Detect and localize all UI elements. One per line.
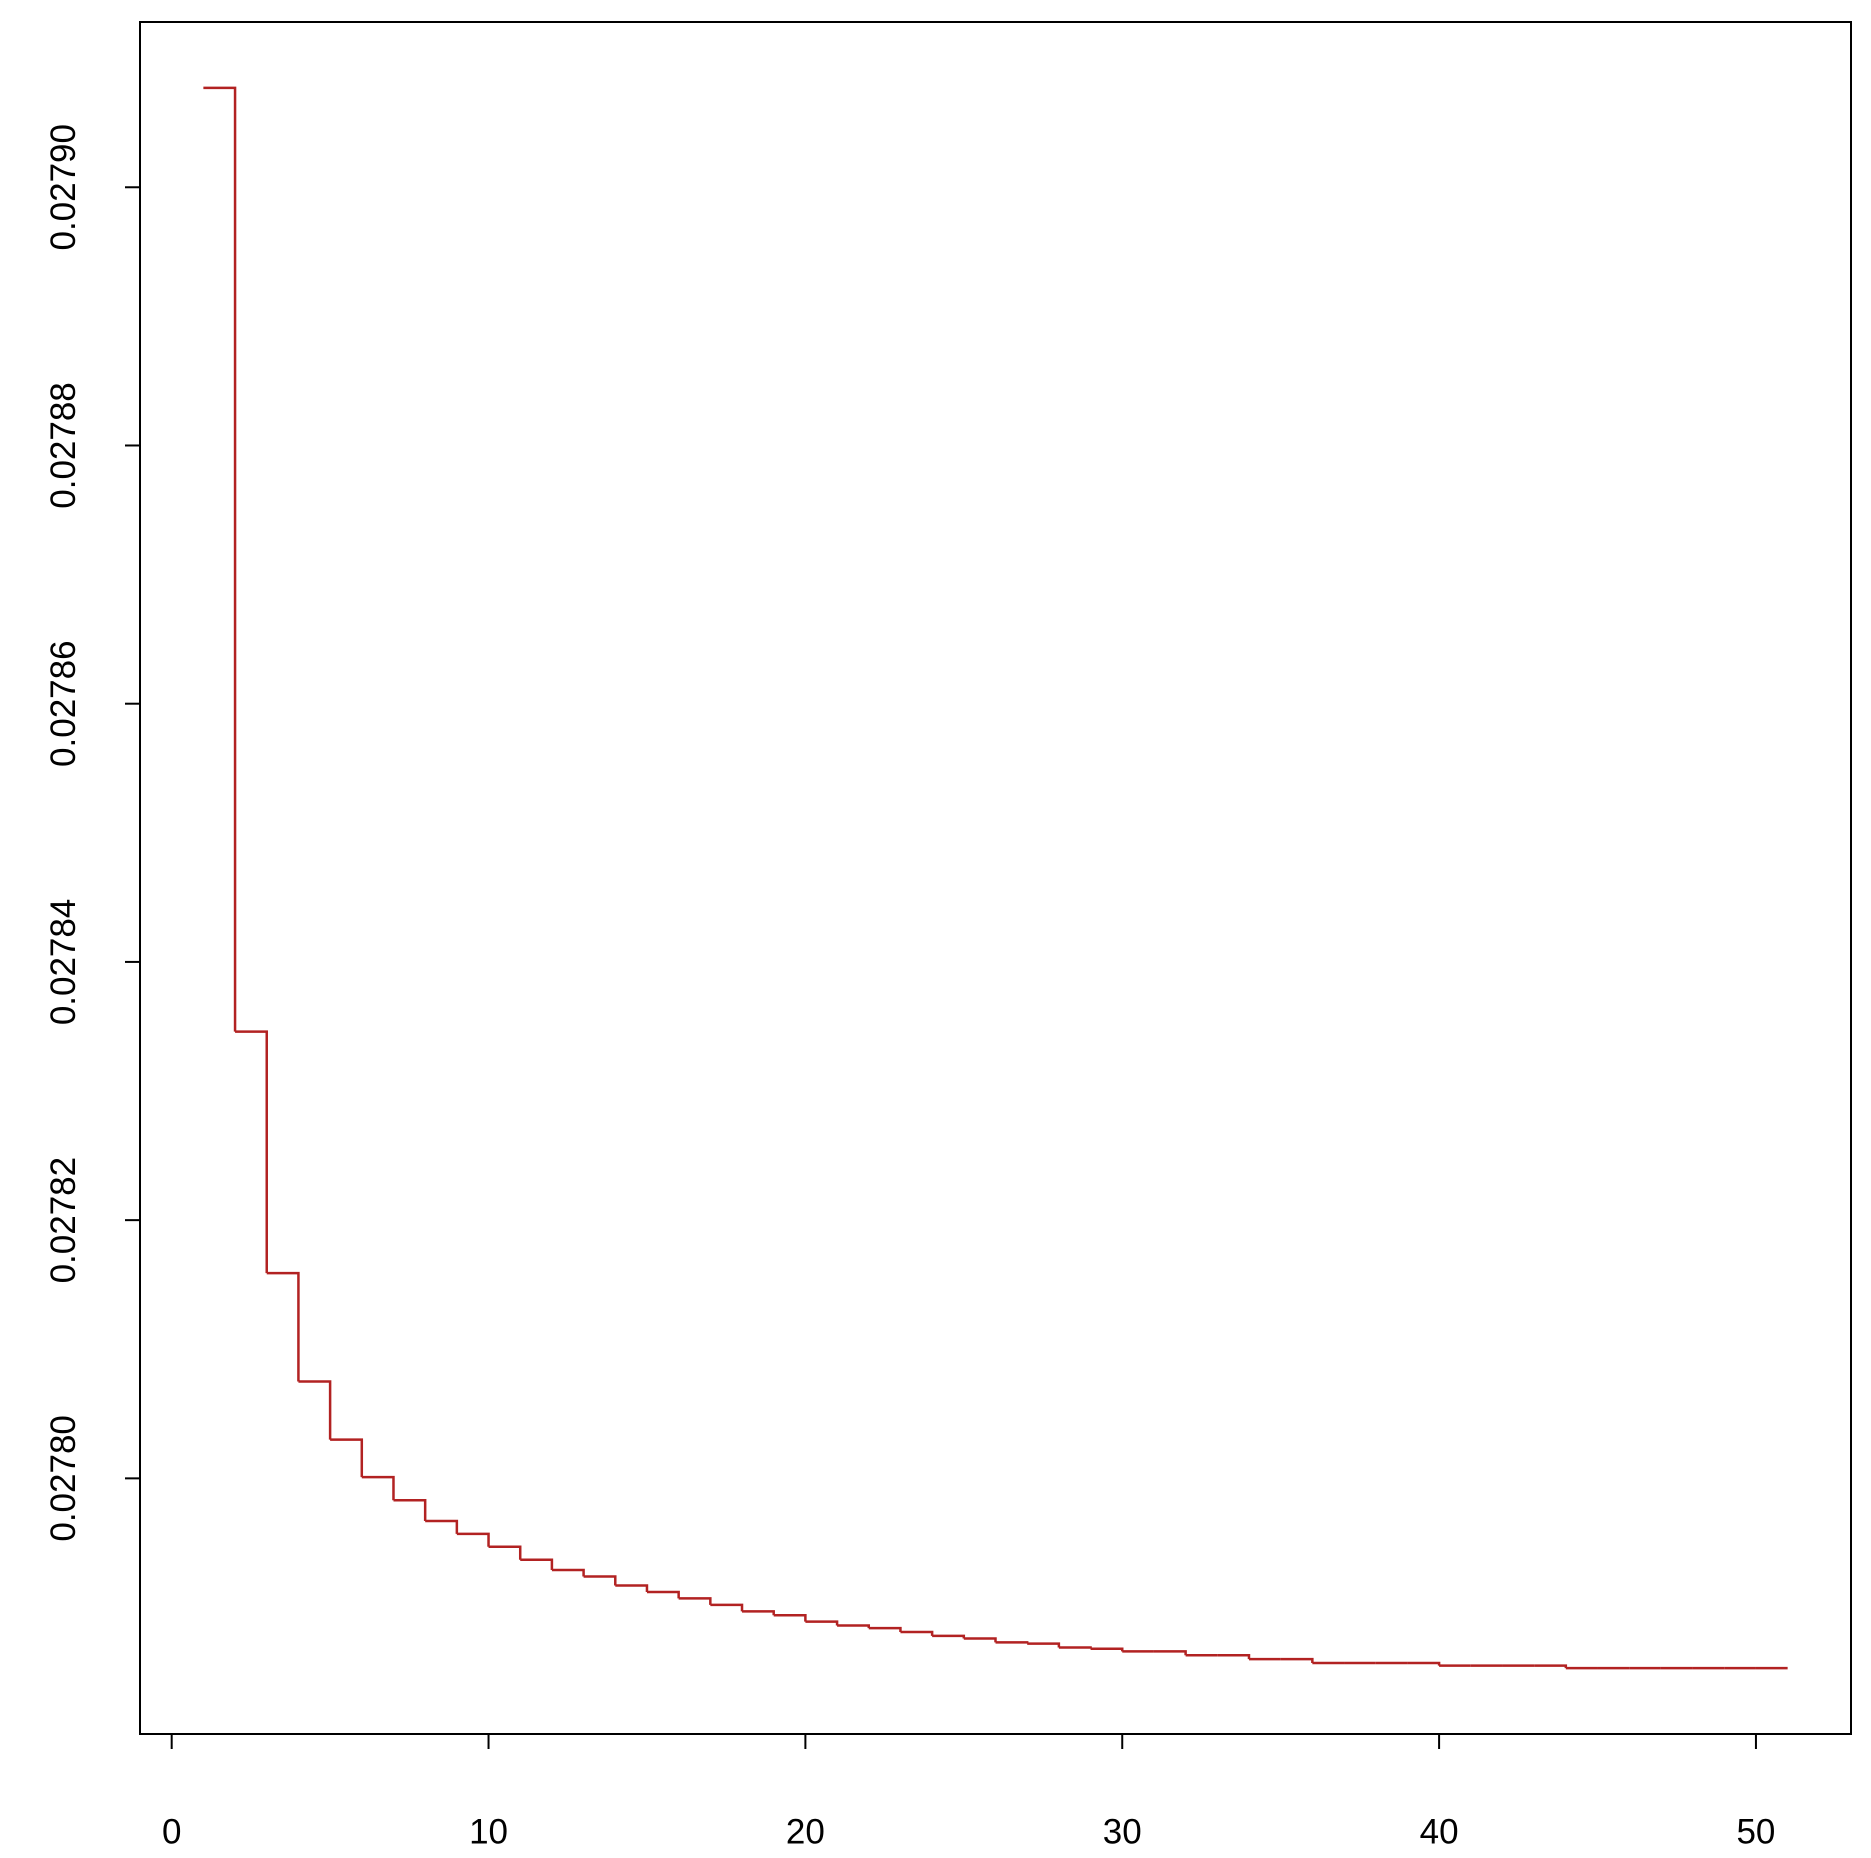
y-tick-label: 0.02780 xyxy=(44,1415,83,1542)
step-segment xyxy=(646,1590,680,1599)
step-segment xyxy=(488,1545,522,1560)
step-segment xyxy=(1217,1653,1251,1660)
x-tick-label: 0 xyxy=(162,1812,181,1851)
step-segment xyxy=(900,1630,934,1636)
x-tick-label: 10 xyxy=(469,1812,508,1851)
step-segment xyxy=(1534,1664,1568,1669)
step-segment xyxy=(1407,1661,1441,1666)
step-segment xyxy=(1153,1650,1187,1656)
step-segment xyxy=(393,1499,427,1521)
step-segment xyxy=(266,1271,300,1382)
step-segment xyxy=(1090,1647,1124,1652)
x-tick-label: 40 xyxy=(1420,1812,1459,1851)
step-segment xyxy=(1058,1646,1092,1649)
step-segment xyxy=(551,1568,585,1577)
step-segment xyxy=(932,1634,966,1639)
step-segment xyxy=(963,1637,997,1643)
step-segment xyxy=(615,1584,649,1592)
step-segment xyxy=(837,1624,871,1629)
plot-frame xyxy=(139,21,1852,1735)
step-segment xyxy=(425,1519,459,1534)
step-segment xyxy=(805,1620,839,1626)
step-segment xyxy=(1027,1642,1061,1648)
step-segment xyxy=(203,86,237,1032)
x-tick-label: 20 xyxy=(786,1812,825,1851)
y-tick-label: 0.02788 xyxy=(44,382,83,509)
step-segment xyxy=(583,1575,617,1586)
step-segment xyxy=(1280,1657,1314,1663)
step-segment xyxy=(235,1030,268,1274)
step-segment xyxy=(456,1532,490,1547)
step-segment xyxy=(520,1558,554,1571)
x-tick-label: 50 xyxy=(1736,1812,1775,1851)
step-segment xyxy=(773,1613,807,1622)
y-tick-label: 0.02786 xyxy=(44,640,83,767)
step-segment xyxy=(710,1603,744,1612)
step-segment xyxy=(298,1380,332,1440)
y-tick-label: 0.02782 xyxy=(44,1157,83,1284)
step-segment xyxy=(361,1475,395,1501)
y-tick-label: 0.02784 xyxy=(44,899,83,1026)
step-segment xyxy=(868,1626,902,1633)
step-segment xyxy=(995,1641,1029,1644)
x-tick-label: 30 xyxy=(1103,1812,1142,1851)
step-segment xyxy=(678,1597,712,1605)
y-tick-label: 0.02790 xyxy=(44,124,83,251)
step-segment xyxy=(742,1610,775,1616)
step-segment xyxy=(330,1438,364,1478)
